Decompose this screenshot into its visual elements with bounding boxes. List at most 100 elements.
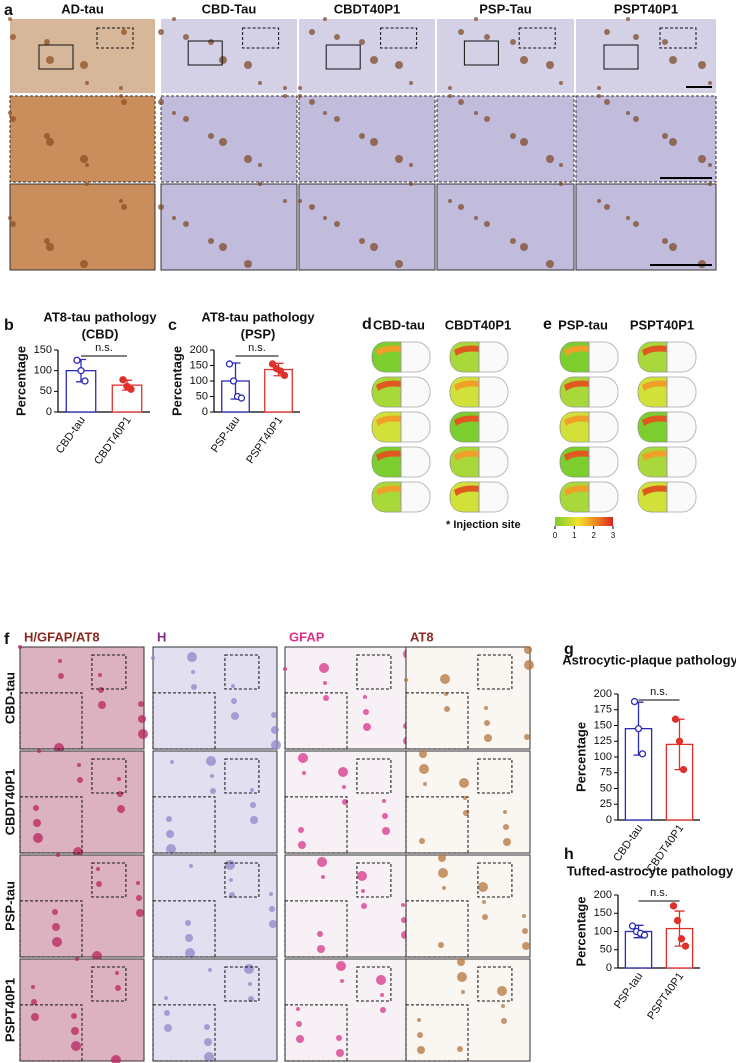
stain	[10, 221, 16, 227]
stain	[698, 61, 706, 69]
inset-box	[284, 796, 348, 854]
x-tick-label: CBDT40P1	[92, 415, 134, 467]
y-axis-label: Percentage	[13, 346, 28, 416]
stain	[44, 39, 50, 45]
y-tick-label: 100	[594, 925, 612, 937]
stain	[419, 838, 425, 844]
stain	[231, 698, 237, 704]
stain	[633, 34, 639, 40]
data-point	[628, 922, 637, 930]
x-tick-label: CBD-tau	[611, 823, 645, 864]
micrograph	[575, 95, 717, 183]
stain	[501, 1004, 505, 1008]
micrograph	[437, 19, 574, 93]
stain	[208, 133, 214, 139]
micrograph	[298, 183, 436, 271]
stain	[363, 695, 367, 699]
stain	[448, 199, 452, 203]
stain	[75, 957, 79, 961]
stain	[44, 133, 50, 139]
stain	[559, 81, 563, 85]
inset-box	[356, 758, 392, 794]
chart-title: Tufted-astrocyte pathology	[567, 863, 734, 878]
stain	[52, 909, 58, 915]
stain	[708, 81, 712, 85]
column-header: CBD-tau	[373, 317, 425, 332]
column-header: PSP-Tau	[479, 1, 532, 16]
inset-box	[91, 758, 127, 794]
stain	[208, 968, 212, 972]
brain-region	[454, 345, 479, 356]
stain	[10, 34, 16, 40]
stain	[8, 17, 12, 21]
stain	[269, 892, 273, 896]
stain	[138, 715, 146, 723]
stain	[484, 34, 490, 40]
brain-region	[564, 380, 589, 391]
stain	[33, 805, 39, 811]
y-axis-label: Percentage	[169, 346, 184, 416]
stain	[219, 243, 227, 251]
stain	[604, 29, 610, 35]
stain	[258, 163, 262, 167]
stain	[248, 982, 252, 986]
row-header: PSP-tau	[2, 881, 17, 931]
column-header: PSP-tau	[558, 317, 608, 332]
y-tick-label: 100	[594, 751, 612, 763]
inset-box	[152, 692, 216, 750]
stain	[484, 221, 490, 227]
stain	[323, 695, 329, 701]
inset-box	[477, 862, 513, 898]
inset-box	[477, 654, 513, 690]
stain	[669, 243, 677, 251]
stain	[376, 975, 386, 985]
stain	[136, 909, 144, 917]
stain	[484, 116, 490, 122]
chart-subtitle: (CBD)	[82, 326, 119, 341]
y-tick-label: 25	[600, 798, 612, 810]
data-point	[73, 356, 81, 364]
stain	[58, 673, 64, 679]
stain	[210, 774, 214, 778]
stain	[298, 94, 302, 98]
column-header: PSPT40P1	[630, 317, 694, 332]
stain	[510, 238, 516, 244]
data-point	[237, 394, 246, 402]
inset-box	[152, 900, 216, 958]
stain	[510, 133, 516, 139]
inset-box	[284, 1004, 348, 1062]
stain	[361, 889, 365, 893]
stain	[119, 86, 123, 90]
annotation: n.s.	[95, 342, 113, 354]
column-header: AT8	[410, 629, 434, 644]
chart-title: Astrocytic-plaque pathology	[562, 652, 736, 667]
stain	[250, 816, 258, 824]
y-tick-label: 200	[594, 688, 612, 700]
inset-box	[38, 44, 74, 70]
y-tick-label: 0	[46, 406, 52, 418]
stain	[111, 1055, 121, 1063]
stain	[85, 81, 89, 85]
stain	[71, 1041, 81, 1051]
data-point	[679, 765, 688, 774]
stain	[31, 999, 37, 1005]
stain	[121, 204, 127, 210]
panel-letter: c	[168, 317, 177, 334]
stain	[309, 204, 315, 210]
stain	[117, 777, 121, 781]
stain	[409, 163, 413, 167]
stain	[33, 819, 41, 827]
stain	[444, 706, 450, 712]
stain	[457, 972, 467, 982]
stain	[208, 39, 214, 45]
y-tick-label: 0	[606, 814, 612, 826]
stain	[597, 94, 601, 98]
stain	[85, 182, 89, 186]
inset-box	[19, 900, 83, 958]
stain	[121, 99, 127, 105]
stain	[317, 857, 327, 867]
stain	[204, 1038, 212, 1046]
stain	[298, 841, 306, 849]
stain	[210, 788, 216, 794]
stain	[115, 985, 121, 991]
